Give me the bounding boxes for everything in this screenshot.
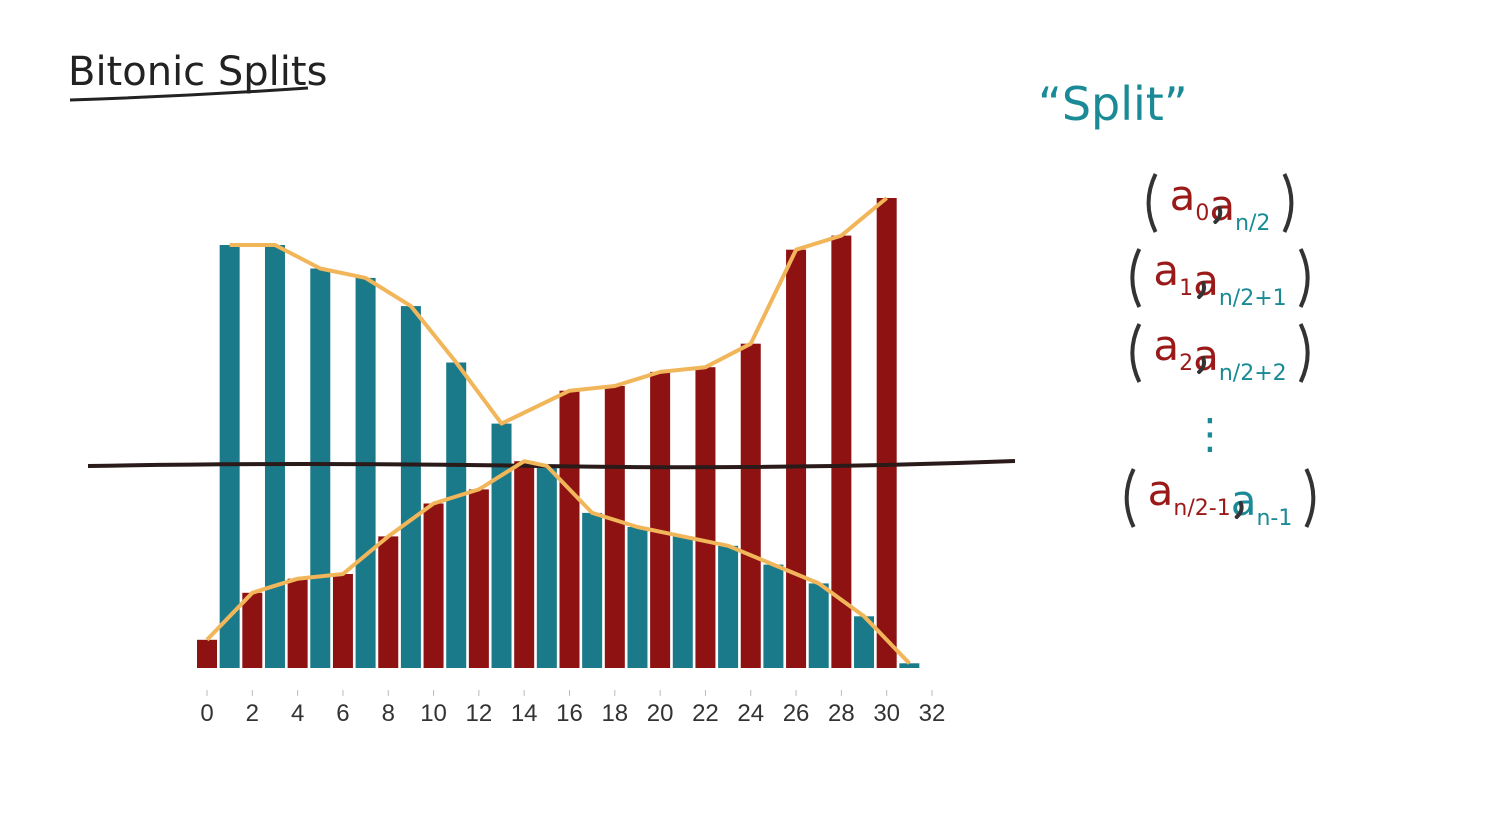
- right-sub: n/2: [1235, 211, 1270, 236]
- bar: [650, 371, 671, 668]
- ellipsis: ⋮: [1189, 409, 1231, 458]
- x-tick-label: 6: [336, 700, 349, 727]
- pair: an/2-1an-1: [1148, 466, 1293, 531]
- right: a: [1193, 256, 1219, 305]
- paren: [1298, 248, 1310, 308]
- pair: a1an/2+1: [1153, 246, 1286, 311]
- right-sub: n-1: [1256, 506, 1292, 531]
- left: a: [1153, 321, 1179, 370]
- bar: [672, 536, 693, 668]
- split-title: “Split”: [1038, 77, 1188, 131]
- paren: [1298, 323, 1310, 383]
- comma: [1234, 501, 1244, 519]
- x-tick-label: 4: [291, 700, 304, 727]
- bar: [310, 268, 331, 668]
- bar: [718, 545, 739, 668]
- left-sub: 0: [1195, 201, 1209, 226]
- left-sub: 1: [1179, 276, 1193, 301]
- bar: [695, 367, 716, 668]
- trend-line: [229, 196, 888, 426]
- x-tick-label: 0: [200, 700, 213, 727]
- x-tick-label: 10: [420, 700, 447, 727]
- bar: [899, 663, 920, 668]
- bar: [831, 235, 852, 668]
- paren: [1124, 468, 1136, 528]
- bar: [536, 465, 557, 668]
- paren: [1146, 173, 1158, 233]
- bar: [242, 592, 263, 668]
- trend-line: [205, 459, 911, 665]
- bar: [854, 616, 875, 668]
- comma: [1197, 281, 1206, 299]
- right: a: [1209, 181, 1235, 230]
- bar: [582, 512, 603, 668]
- title-underline: [69, 86, 309, 102]
- x-tick-label: 32: [919, 700, 946, 727]
- x-tick-label: 22: [692, 700, 719, 727]
- x-tick-label: 24: [737, 700, 764, 727]
- comma: [1213, 206, 1223, 224]
- x-tick-label: 18: [601, 700, 628, 727]
- pair: a2an/2+2: [1153, 321, 1286, 386]
- paren: [1130, 323, 1142, 383]
- left: a: [1148, 466, 1174, 515]
- right: a: [1193, 331, 1219, 380]
- bars: [197, 198, 920, 668]
- right-sub: n/2+2: [1219, 361, 1287, 386]
- left: a: [1153, 246, 1179, 295]
- bar: [604, 386, 625, 668]
- x-tick-label: 8: [382, 700, 395, 727]
- bar: [378, 536, 399, 668]
- bar: [423, 503, 444, 668]
- bar: [559, 390, 580, 668]
- right: a: [1231, 476, 1257, 525]
- x-tick-label: 12: [466, 700, 493, 727]
- left: a: [1170, 171, 1196, 220]
- bar: [740, 343, 761, 668]
- left-sub: 2: [1179, 351, 1193, 376]
- x-tick-label: 14: [511, 700, 538, 727]
- left-sub: n/2-1: [1173, 496, 1230, 521]
- paren: [1304, 468, 1316, 528]
- right-sub: n/2+1: [1219, 286, 1287, 311]
- bar: [786, 249, 807, 668]
- paren: [1130, 248, 1142, 308]
- bar: [355, 277, 376, 668]
- chart-title: Bitonic Splits: [68, 49, 327, 95]
- x-tick-label: 26: [783, 700, 810, 727]
- bar: [514, 461, 535, 668]
- bar: [287, 578, 308, 668]
- bar: [808, 583, 829, 668]
- x-tick-label: 28: [828, 700, 855, 727]
- bar: [400, 306, 421, 668]
- x-tick-label: 30: [873, 700, 900, 727]
- x-tick-label: 2: [246, 700, 259, 727]
- comma: [1197, 356, 1206, 374]
- curves: [205, 196, 911, 665]
- bar: [446, 362, 467, 668]
- bar: [264, 245, 285, 668]
- bar: [491, 423, 512, 668]
- bar: [197, 639, 217, 668]
- bar: [763, 564, 784, 668]
- bar: [876, 198, 897, 668]
- x-tick-label: 20: [647, 700, 674, 727]
- bar: [219, 245, 240, 668]
- pair: a0an/2: [1170, 171, 1271, 236]
- bar: [332, 574, 353, 668]
- bar: [627, 527, 648, 668]
- x-tick-label: 16: [556, 700, 583, 727]
- paren: [1282, 173, 1294, 233]
- bar: [468, 489, 489, 668]
